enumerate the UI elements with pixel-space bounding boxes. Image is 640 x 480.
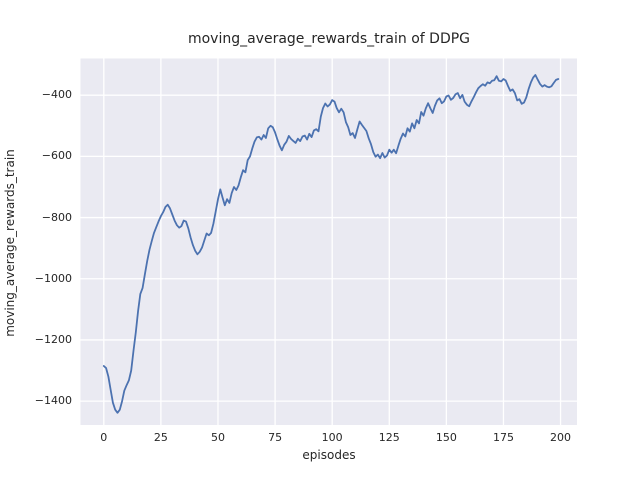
x-tick-label: 100	[321, 431, 343, 444]
x-tick-label: 25	[153, 431, 168, 444]
x-axis-label: episodes	[302, 448, 356, 462]
gridlines	[80, 58, 577, 425]
y-tick-label: −600	[41, 149, 72, 163]
x-tick-label: 125	[378, 431, 400, 444]
y-tick-label: −1400	[34, 394, 72, 408]
x-tick-label: 150	[435, 431, 457, 444]
plot-background	[80, 58, 577, 425]
data-line	[102, 74, 560, 414]
y-tick-label: −1200	[34, 332, 72, 346]
x-tick-label: 200	[550, 431, 572, 444]
y-tick-label: −800	[41, 210, 72, 224]
y-tick-label: −1000	[34, 271, 72, 285]
x-tick-label: 50	[210, 431, 225, 444]
x-tick-label: 0	[100, 431, 108, 444]
x-tick-label: 175	[492, 431, 514, 444]
chart-title: moving_average_rewards_train of DDPG	[187, 31, 471, 47]
y-tick-label: −400	[41, 88, 72, 102]
x-tick-label: 75	[268, 431, 283, 444]
